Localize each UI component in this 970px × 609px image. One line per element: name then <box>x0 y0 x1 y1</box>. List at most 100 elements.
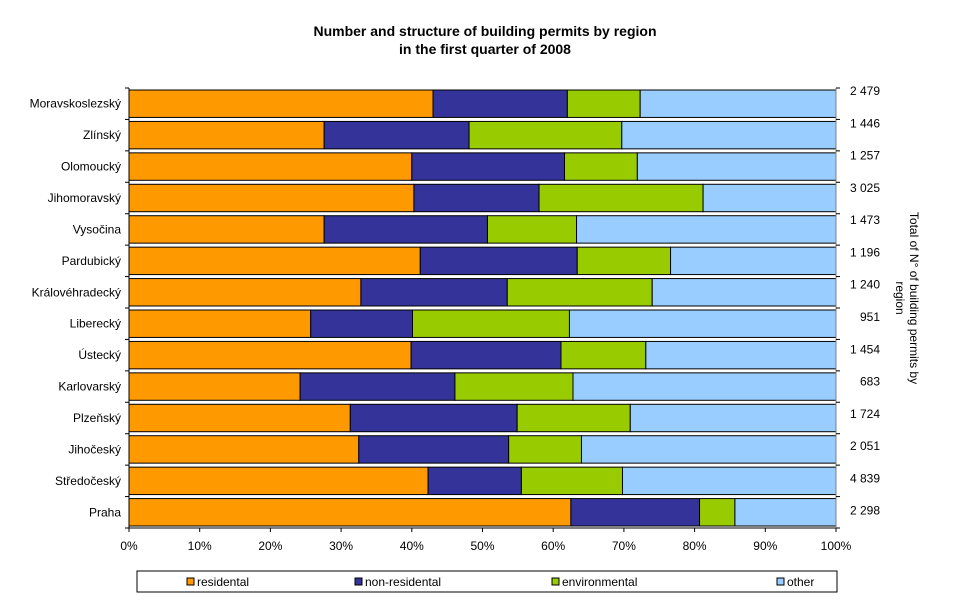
total-label: 3 025 <box>850 181 880 195</box>
bar-segment-non-residental <box>349 403 518 433</box>
legend-swatch-other <box>776 577 785 586</box>
bar-segment-non-residental <box>419 246 578 276</box>
category-label: Ústecký <box>78 347 121 362</box>
right-axis-label-line2: region <box>893 281 907 314</box>
bar-segment-other <box>568 309 837 338</box>
category-label: Plzeňský <box>73 411 121 425</box>
bar-segment-residental <box>128 403 351 433</box>
bar-segment-non-residental <box>323 215 488 244</box>
total-label: 2 479 <box>850 84 880 98</box>
bar-segment-environmental <box>560 340 647 370</box>
bar-segment-environmental <box>506 278 653 307</box>
x-tick-label: 90% <box>753 539 777 553</box>
bar-segment-residental <box>128 498 572 527</box>
bar-segment-other <box>636 152 837 181</box>
total-label: 2 298 <box>850 504 880 518</box>
x-tick-label: 70% <box>612 539 636 553</box>
bar-segment-other <box>702 183 837 213</box>
x-tick-label: 100% <box>821 539 852 553</box>
bar-segment-non-residental <box>358 435 510 464</box>
bar-segment-other <box>651 278 837 307</box>
bar-segment-environmental <box>576 246 672 276</box>
bar-segment-other <box>621 120 837 150</box>
bar-segment-environmental <box>516 403 631 433</box>
category-label: Zlínský <box>83 128 121 142</box>
bar-segment-environmental <box>486 215 578 244</box>
bar-segment-non-residental <box>427 466 522 496</box>
bar-segment-environmental <box>468 120 623 150</box>
bar-segment-non-residental <box>410 340 562 370</box>
category-label: Jihomoravský <box>48 191 121 205</box>
total-label: 2 051 <box>850 439 880 453</box>
bar-segment-non-residental <box>299 372 456 401</box>
legend-label: other <box>787 575 814 589</box>
bar-segment-residental <box>128 215 325 244</box>
bar-segment-other <box>645 340 837 370</box>
bar-segment-environmental <box>566 89 641 118</box>
bar-segment-environmental <box>412 309 570 338</box>
bar-segment-residental <box>128 120 325 150</box>
total-label: 951 <box>860 310 880 324</box>
bar-segment-other <box>734 498 837 527</box>
category-label: Královéhradecký <box>32 285 121 299</box>
bar-segment-environmental <box>564 152 638 181</box>
total-label: 4 839 <box>850 471 880 485</box>
legend-label: residental <box>197 575 249 589</box>
total-label: 683 <box>860 375 880 389</box>
total-label: 1 196 <box>850 245 880 259</box>
x-tick-label: 40% <box>400 539 424 553</box>
bar-segment-environmental <box>508 435 582 464</box>
bar-segment-non-residental <box>432 89 568 118</box>
bar-segment-non-residental <box>323 120 470 150</box>
category-label: Praha <box>89 505 121 519</box>
legend-swatch-residental <box>186 577 195 586</box>
bar-segment-environmental <box>520 466 623 496</box>
bar-segment-residental <box>128 152 413 181</box>
category-label: Jihočeský <box>68 442 121 456</box>
category-label: Karlovarský <box>58 380 121 394</box>
bar-segment-residental <box>128 435 360 464</box>
bar-segment-other <box>621 466 837 496</box>
bar-segment-residental <box>128 278 362 307</box>
legend-label: non-residental <box>365 575 441 589</box>
legend-swatch-non-residental <box>354 577 363 586</box>
category-label: Vysočina <box>73 222 122 236</box>
bar-segment-residental <box>128 183 415 213</box>
legend-box <box>136 570 838 593</box>
bar-segment-other <box>629 403 837 433</box>
bar-segment-other <box>639 89 837 118</box>
total-label: 1 446 <box>850 116 880 130</box>
chart-title-line1: Number and structure of building permits… <box>313 23 656 39</box>
bar-segment-non-residental <box>411 152 566 181</box>
right-axis-label-line1: Total of N° of building permits by <box>907 212 921 384</box>
bar-segment-residental <box>128 89 434 118</box>
bar-segment-non-residental <box>413 183 540 213</box>
category-label: Moravskoslezský <box>30 97 121 111</box>
bar-segment-environmental <box>454 372 574 401</box>
bar-segment-residental <box>128 246 421 276</box>
bar-segment-other <box>576 215 837 244</box>
bar-segment-residental <box>128 466 429 496</box>
chart-title-line2: in the first quarter of 2008 <box>399 41 571 57</box>
x-tick-label: 0% <box>120 539 138 553</box>
bar-segment-non-residental <box>310 309 414 338</box>
bar-segment-other <box>572 372 837 401</box>
bar-segment-residental <box>128 309 312 338</box>
x-tick-label: 20% <box>258 539 282 553</box>
legend-swatch-environmental <box>551 577 560 586</box>
legend-label: environmental <box>562 575 637 589</box>
bar-segment-other <box>580 435 837 464</box>
total-label: 1 257 <box>850 149 880 163</box>
total-label: 1 454 <box>850 342 880 356</box>
total-label: 1 240 <box>850 278 880 292</box>
total-label: 1 724 <box>850 407 880 421</box>
x-tick-label: 80% <box>683 539 707 553</box>
bar-segment-non-residental <box>360 278 508 307</box>
category-label: Liberecký <box>70 317 121 331</box>
category-label: Pardubický <box>62 254 121 268</box>
bar-segment-environmental <box>699 498 736 527</box>
x-tick-label: 50% <box>470 539 494 553</box>
total-label: 1 473 <box>850 213 880 227</box>
